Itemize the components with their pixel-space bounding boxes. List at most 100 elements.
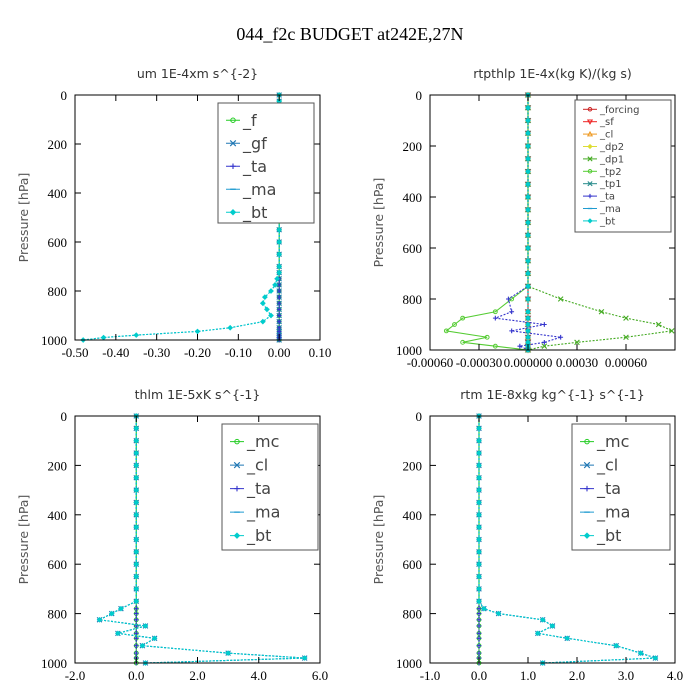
- data-point: [260, 300, 266, 307]
- data-point: [260, 318, 266, 325]
- data-point: [476, 623, 482, 629]
- panel-3: thlm 1E-5xK s^{-1} Pressure [hPa] -2.0 0.0 2…: [16, 387, 328, 683]
- x-tick-label: -0.00030: [456, 355, 503, 370]
- data-point: [541, 343, 548, 349]
- series-line: [478, 416, 656, 664]
- data-point: [264, 306, 270, 313]
- legend-marker: [587, 181, 593, 187]
- data-point: [133, 487, 140, 493]
- legend-item: _ma: [580, 503, 630, 523]
- data-point: [133, 630, 139, 636]
- legend-marker: [233, 461, 241, 469]
- y-tick-label: 0: [61, 88, 68, 103]
- legend-label: _dp2: [599, 142, 624, 153]
- data-point: [274, 275, 280, 282]
- data-point: [100, 334, 107, 341]
- data-point: [133, 643, 139, 649]
- data-point: [476, 573, 482, 580]
- y-tick-label: 0: [61, 409, 68, 424]
- y-tick-label: 400: [403, 190, 423, 205]
- data-point: [276, 263, 282, 270]
- data-point: [133, 474, 140, 481]
- data-point: [301, 655, 308, 661]
- legend-marker: [234, 485, 240, 492]
- data-point: [492, 343, 498, 349]
- legend-item: _tp2: [583, 167, 622, 178]
- figure-title: 044_f2c BUDGET at242E,27N: [236, 24, 463, 44]
- data-point: [133, 450, 140, 456]
- data-point: [655, 321, 662, 328]
- data-point: [525, 283, 531, 290]
- data-point: [476, 499, 482, 506]
- data-point: [525, 321, 531, 328]
- data-point: [276, 319, 282, 325]
- legend-item: _ma: [583, 204, 621, 215]
- x-tick-label: 2.0: [569, 668, 585, 683]
- data-point: [276, 306, 282, 312]
- legend-item: _ta: [583, 192, 615, 203]
- data-point: [564, 635, 571, 642]
- data-point: [481, 605, 487, 612]
- y-tick-label: 600: [48, 557, 68, 572]
- legend-marker: [234, 438, 240, 445]
- legend-label: _bt: [242, 203, 267, 223]
- legend-label: _ta: [246, 479, 271, 499]
- data-point: [133, 650, 139, 656]
- legend-item: _ta: [230, 479, 271, 499]
- data-point: [443, 328, 449, 334]
- legend-item: _ma: [226, 180, 276, 200]
- legend-marker: [587, 193, 593, 199]
- data-point: [133, 561, 140, 568]
- panel-title: thlm 1E-5xK s^{-1}: [135, 387, 261, 402]
- data-point: [476, 511, 482, 518]
- data-point: [476, 549, 482, 555]
- data-point: [452, 322, 457, 327]
- legend-label: _tp1: [599, 179, 622, 190]
- legend-item: _ta: [226, 157, 267, 177]
- x-tick-label: -0.10: [225, 345, 252, 360]
- y-tick-label: 800: [48, 284, 68, 299]
- legend-label: _ma: [596, 503, 630, 523]
- legend-item: _bt: [226, 203, 267, 223]
- data-point: [476, 474, 482, 481]
- data-point: [549, 623, 556, 629]
- data-point: [268, 288, 274, 294]
- data-point: [668, 328, 675, 334]
- x-tick-label: 0.0: [471, 668, 487, 683]
- data-point: [541, 322, 547, 327]
- legend-item: _mc: [580, 432, 629, 452]
- data-point: [133, 332, 140, 338]
- data-point: [272, 282, 278, 288]
- legend-label: _bt: [599, 216, 615, 227]
- legend-marker: [587, 143, 593, 150]
- data-point: [525, 245, 531, 251]
- data-point: [133, 437, 140, 444]
- x-tick-label: -0.50: [61, 345, 88, 360]
- data-point: [525, 155, 531, 162]
- data-point: [276, 288, 282, 294]
- data-point: [151, 635, 158, 642]
- data-point: [133, 635, 139, 641]
- legend-label: _cl: [599, 130, 613, 141]
- x-tick-label: 4.0: [667, 668, 683, 683]
- series-line: [97, 416, 305, 664]
- data-point: [613, 642, 620, 649]
- y-tick-label: 800: [48, 607, 68, 622]
- legend-marker: [587, 107, 593, 112]
- data-point: [276, 251, 282, 258]
- data-point: [276, 300, 282, 306]
- panel-title: rtpthlp 1E-4x(kg K)/(kg s): [473, 66, 632, 81]
- legend-label: _bt: [246, 526, 271, 546]
- legend-item: _bt: [230, 526, 271, 546]
- data-point: [460, 315, 466, 321]
- data-point: [276, 226, 282, 233]
- data-point: [476, 561, 482, 568]
- data-point: [534, 630, 541, 637]
- y-axis-label: Pressure [hPa]: [371, 495, 386, 585]
- y-tick-label: 1000: [396, 656, 422, 671]
- x-tick-label: 1.0: [520, 668, 536, 683]
- x-tick-label: 3.0: [618, 668, 634, 683]
- x-tick-label: -2.0: [65, 668, 86, 683]
- data-point: [557, 296, 564, 302]
